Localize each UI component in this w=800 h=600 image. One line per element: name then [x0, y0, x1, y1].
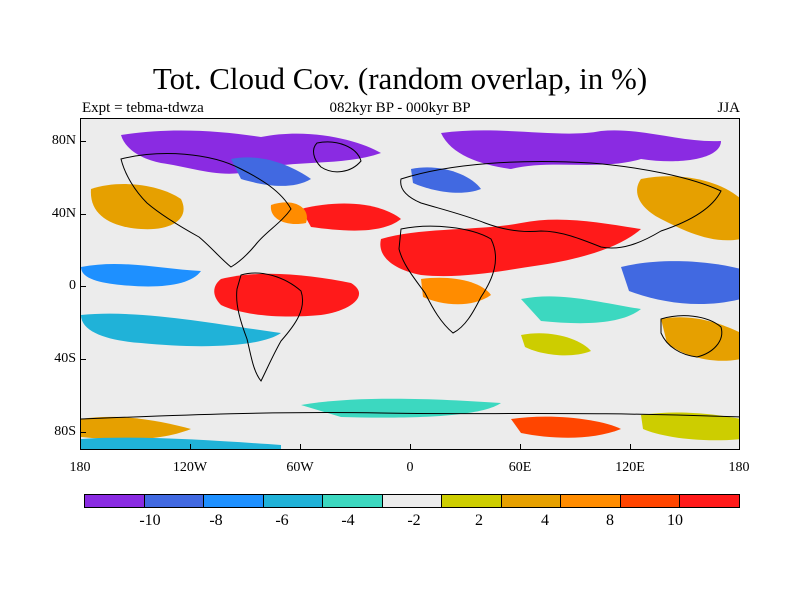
colorbar-label: -4: [341, 512, 355, 529]
lon-tick-120w: [190, 444, 191, 450]
lat-tick-0: [80, 286, 86, 287]
colorbar-segment: [561, 495, 621, 507]
field-australia-orange: [661, 317, 739, 361]
lon-label-120w: 120W: [172, 460, 208, 475]
field-amazon-red: [214, 273, 360, 317]
colorbar-segment: [323, 495, 383, 507]
coast-greenland: [313, 141, 362, 173]
lon-tick-60w: [300, 444, 301, 450]
coast-africa: [398, 225, 497, 334]
lon-label-0: 0: [406, 460, 414, 475]
lon-tick-60e: [520, 444, 521, 450]
lat-label-0: 0: [69, 278, 76, 293]
colorbar-label: -2: [407, 512, 421, 529]
coastlines: [81, 141, 739, 420]
map-panel: [80, 118, 740, 450]
coast-antarctica: [81, 411, 739, 420]
coast-eurasia: [400, 161, 722, 249]
field-ant-red: [511, 416, 621, 438]
colorbar-label: -8: [209, 512, 223, 529]
colorbar-segment: [382, 495, 443, 507]
field-sh-yellow: [521, 333, 591, 356]
field-europe-blue: [411, 167, 481, 193]
field-sh-cyan: [81, 313, 281, 347]
colorbar-label: 2: [475, 512, 483, 529]
colorbar: [84, 494, 740, 508]
colorbar-label: 10: [667, 512, 683, 529]
lon-label-60w: 60W: [286, 460, 314, 475]
field-siberia-violet: [441, 130, 721, 169]
time-range-label: 082kyr BP - 000kyr BP: [329, 100, 471, 116]
lat-tick-80n: [80, 141, 86, 142]
coast-australia: [660, 315, 723, 358]
field-npac-orange: [90, 184, 184, 230]
colorbar-segment: [144, 495, 205, 507]
colorbar-segment: [442, 495, 502, 507]
lon-tick-180w: [80, 444, 81, 450]
colorbar-segment: [204, 495, 264, 507]
field-ant-cyan: [81, 437, 281, 449]
field-indian-cyan: [521, 296, 641, 324]
field-africa-orange: [421, 277, 491, 305]
lat-tick-40n: [80, 214, 86, 215]
lat-label-80s: 80S: [54, 424, 76, 439]
lat-tick-80s: [80, 432, 86, 433]
field-nasia-orange: [637, 176, 739, 241]
colorbar-segment: [620, 495, 681, 507]
field-indopac-blue: [621, 261, 739, 305]
coast-south-america: [236, 272, 303, 382]
field-tropics-blue: [81, 263, 201, 287]
lat-label-80n: 80N: [51, 133, 76, 148]
map-title: Tot. Cloud Cov. (random overlap, in %): [152, 61, 648, 96]
colorbar-label: 4: [541, 512, 549, 529]
lon-label-120e: 120E: [615, 460, 645, 475]
lat-tick-40s: [80, 359, 86, 360]
map-svg: [81, 119, 739, 449]
colorbar-label: 8: [606, 512, 614, 529]
lon-label-180e: 180: [728, 460, 750, 475]
experiment-label: Expt = tebma-tdwza: [82, 100, 204, 116]
lat-label-40s: 40S: [54, 351, 76, 366]
colorbar-segment: [680, 495, 740, 507]
colorbar-segment: [501, 495, 562, 507]
lon-label-180w: 180: [69, 460, 91, 475]
field-ant-yellow: [641, 412, 739, 441]
colorbar-segment: [263, 495, 324, 507]
colorbar-label: -10: [139, 512, 161, 529]
colorbar-segment: [85, 495, 145, 507]
field-arctic-violet: [121, 130, 381, 174]
field-natl-orange: [270, 202, 307, 225]
lon-label-60e: 60E: [508, 460, 532, 475]
lon-tick-180e: [739, 444, 740, 450]
coast-north-america: [120, 153, 292, 268]
lon-tick-0: [410, 444, 411, 450]
field-africa-red: [380, 219, 641, 277]
season-label: JJA: [717, 100, 740, 116]
lon-tick-120e: [630, 444, 631, 450]
lat-label-40n: 40N: [51, 206, 76, 221]
field-ant-orange: [81, 416, 191, 440]
colorbar-label: -6: [275, 512, 289, 529]
field-natl-red: [301, 203, 401, 231]
field-arctic-blue: [231, 157, 311, 186]
